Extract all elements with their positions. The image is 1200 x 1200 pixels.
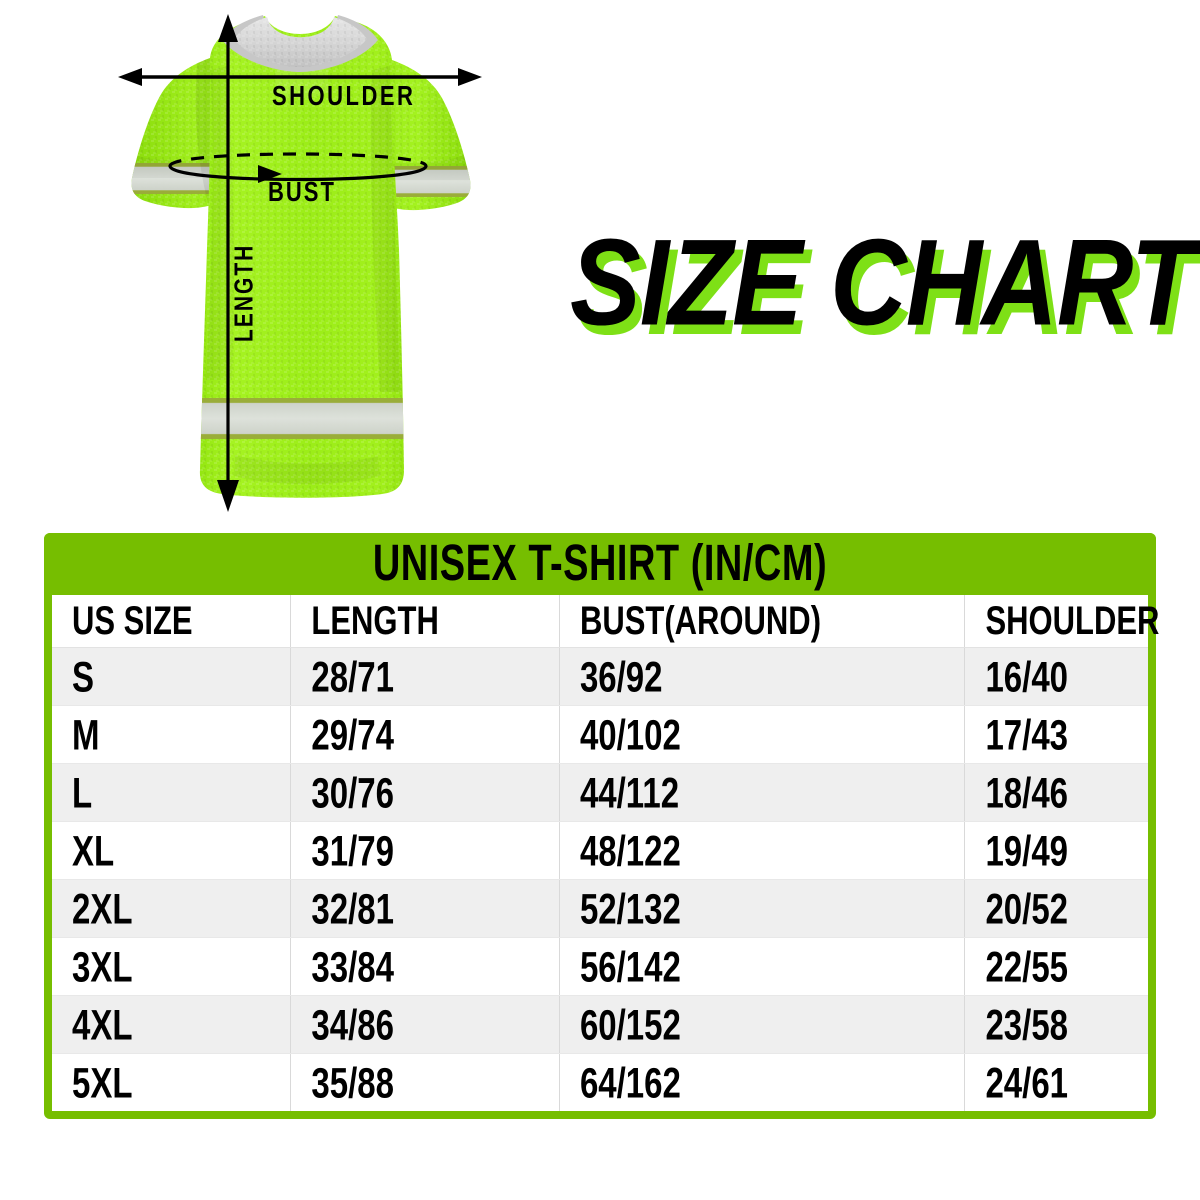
cell-length: 35/88: [290, 1053, 560, 1111]
column-header-shoulder: SHOULDER: [964, 595, 1159, 648]
page-title: SIZE CHART: [570, 214, 1195, 352]
cell-length: 33/84: [290, 937, 560, 996]
cell-shoulder: 22/55: [964, 937, 1148, 996]
collar: [222, 15, 378, 72]
tshirt-illustration: SHOULDER BUST LENGTH: [60, 0, 540, 530]
cell-length: 34/86: [290, 995, 560, 1054]
cell-bust: 52/132: [559, 879, 966, 938]
cell-size: 5XL: [52, 1053, 292, 1111]
table-row: S 28/71 36/92 16/40: [52, 647, 1148, 706]
tshirt-svg: [118, 14, 482, 512]
cell-size: XL: [52, 821, 292, 880]
shirt-body: [199, 16, 404, 498]
cell-bust: 64/162: [559, 1053, 966, 1111]
cell-length: 30/76: [290, 763, 560, 822]
table-row: 4XL 34/86 60/152 23/58: [52, 995, 1148, 1054]
cell-shoulder: 19/49: [964, 821, 1148, 880]
column-header-length: LENGTH: [290, 595, 560, 648]
table-row: M 29/74 40/102 17/43: [52, 705, 1148, 764]
table-header-row: US SIZE LENGTH BUST(AROUND) SHOULDER: [52, 595, 1159, 648]
column-header-shoulder-text: SHOULDER: [985, 597, 1160, 644]
cell-shoulder: 24/61: [964, 1053, 1148, 1111]
cell-bust: 40/102: [559, 705, 966, 764]
cell-shoulder: 18/46: [964, 763, 1148, 822]
cell-length: 32/81: [290, 879, 560, 938]
table-title: UNISEX T-SHIRT (IN/CM): [372, 534, 828, 592]
length-arrow: [217, 14, 239, 512]
table-row: 2XL 32/81 52/132 20/52: [52, 879, 1148, 938]
column-header-length-text: LENGTH: [311, 597, 439, 644]
table-row: 3XL 33/84 56/142 22/55: [52, 937, 1148, 996]
cell-shoulder: 20/52: [964, 879, 1148, 938]
cell-length: 29/74: [290, 705, 560, 764]
cell-bust: 48/122: [559, 821, 966, 880]
table-row: 5XL 35/88 64/162 24/61: [52, 1053, 1148, 1111]
bust-ellipse: [168, 152, 428, 183]
cell-shoulder: 23/58: [964, 995, 1148, 1054]
column-header-us-size-text: US SIZE: [72, 597, 193, 644]
measurements-table: US SIZE LENGTH BUST(AROUND) SHOULDER S 2…: [52, 595, 1159, 1111]
cell-shoulder: 16/40: [964, 647, 1148, 706]
shoulder-measure-label: SHOULDER: [272, 80, 416, 112]
length-measure-label: LENGTH: [230, 243, 259, 342]
table-row: XL 31/79 48/122 19/49: [52, 821, 1148, 880]
cell-size: M: [52, 705, 292, 764]
cell-size: 2XL: [52, 879, 292, 938]
cell-length: 31/79: [290, 821, 560, 880]
cell-shoulder: 17/43: [964, 705, 1148, 764]
table-title-bar: UNISEX T-SHIRT (IN/CM): [44, 533, 1156, 595]
table-row: L 30/76 44/112 18/46: [52, 763, 1148, 822]
column-header-bust: BUST(AROUND): [559, 595, 966, 648]
cell-bust: 36/92: [559, 647, 966, 706]
shoulder-arrow: [118, 68, 482, 86]
cell-size: L: [52, 763, 292, 822]
measurement-guides: [118, 14, 482, 512]
table-body: US SIZE LENGTH BUST(AROUND) SHOULDER S 2…: [52, 595, 1159, 1111]
cell-bust: 56/142: [559, 937, 966, 996]
cell-size: 3XL: [52, 937, 292, 996]
column-header-us-size: US SIZE: [52, 595, 292, 648]
cell-size: S: [52, 647, 292, 706]
cell-bust: 60/152: [559, 995, 966, 1054]
size-chart-table: UNISEX T-SHIRT (IN/CM) US SIZE LENGTH BU…: [44, 533, 1159, 1119]
column-header-bust-text: BUST(AROUND): [579, 597, 822, 644]
cell-bust: 44/112: [559, 763, 966, 822]
cell-size: 4XL: [52, 995, 292, 1054]
cell-length: 28/71: [290, 647, 560, 706]
bust-measure-label: BUST: [268, 176, 336, 208]
